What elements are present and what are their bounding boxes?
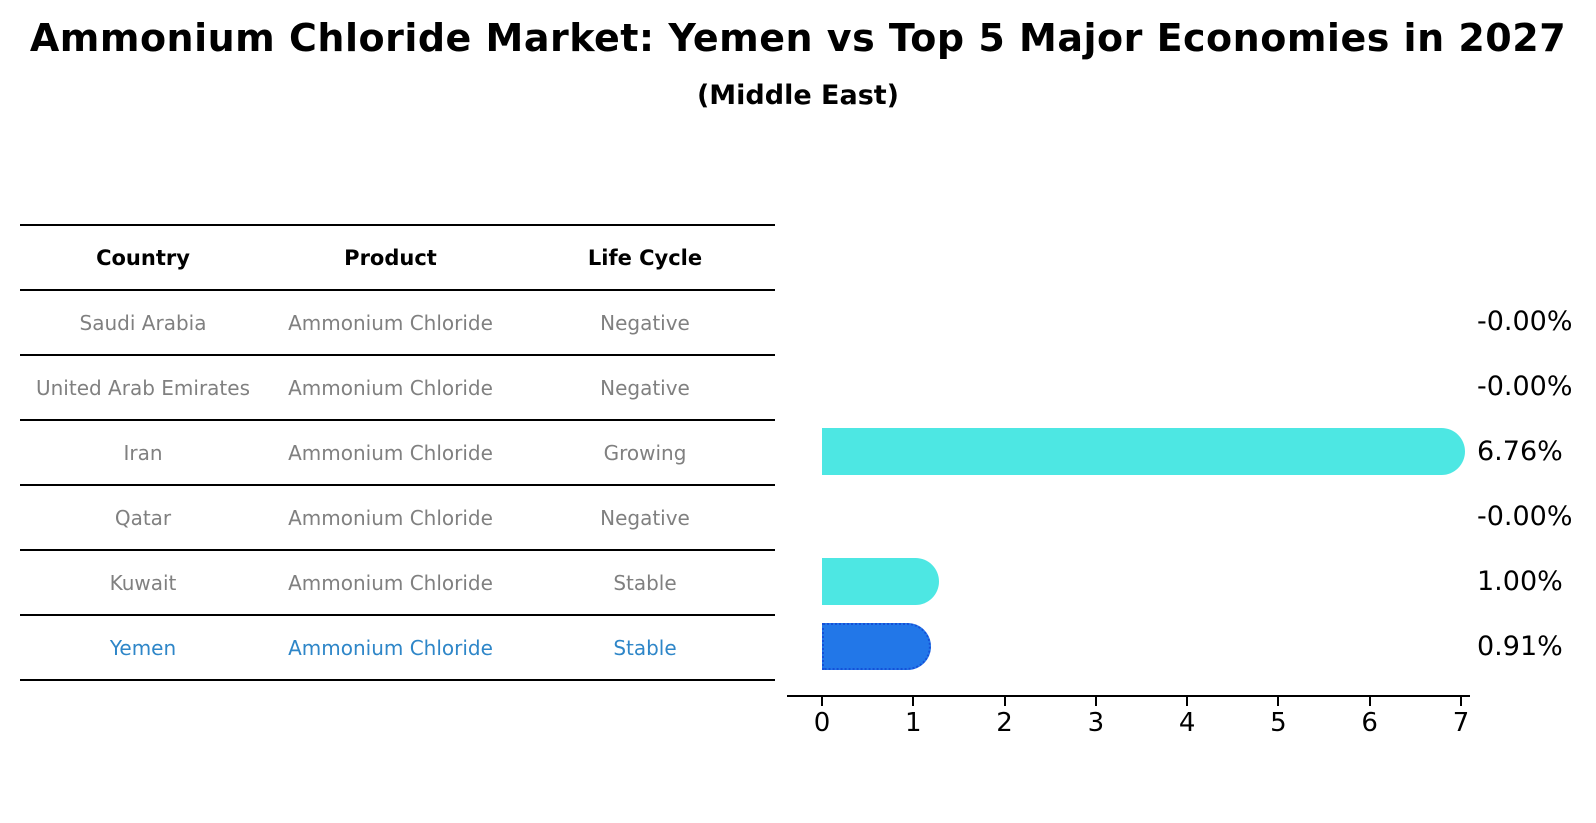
page-subtitle: (Middle East) — [696, 80, 900, 111]
cell-country: Yemen — [109, 635, 177, 660]
x-tick-label-1: 1 — [905, 708, 922, 738]
page-title: Ammonium Chloride Market: Yemen vs Top 5… — [29, 16, 1567, 60]
x-tick-mark-7 — [1460, 697, 1462, 706]
table-row-yemen: Yemen Ammonium Chloride Stable — [20, 614, 775, 679]
table-row-qatar: Qatar Ammonium Chloride Negative — [20, 484, 775, 549]
x-tick-label-7: 7 — [1452, 708, 1470, 738]
x-tick-mark-4 — [1186, 697, 1189, 706]
value-label-kuwait: 1.00% — [1477, 565, 1563, 597]
cell-product: Ammonium Chloride — [288, 375, 493, 400]
x-tick-mark-2 — [1003, 697, 1006, 706]
country-table: Country Product Life Cycle Saudi Arabia … — [20, 224, 775, 681]
cell-country: Kuwait — [109, 570, 177, 595]
x-tick-label-2: 2 — [996, 708, 1013, 738]
x-tick-mark-0 — [821, 697, 823, 706]
value-label-saudi-arabia: -0.00% — [1477, 305, 1573, 337]
x-tick-mark-1 — [912, 697, 915, 706]
x-axis-line — [787, 695, 1470, 697]
cell-country: Iran — [123, 440, 163, 465]
cell-life-cycle: Negative — [600, 505, 690, 530]
cell-product: Ammonium Chloride — [288, 310, 493, 335]
cell-country: Saudi Arabia — [79, 310, 207, 335]
cell-country: United Arab Emirates — [35, 375, 250, 400]
cell-life-cycle: Negative — [600, 310, 690, 335]
cell-product: Ammonium Chloride — [288, 570, 493, 595]
cell-life-cycle: Growing — [603, 440, 687, 465]
table-row-saudi-arabia: Saudi Arabia Ammonium Chloride Negative — [20, 289, 775, 354]
x-tick-label-5: 5 — [1270, 708, 1287, 738]
cell-life-cycle: Stable — [613, 635, 677, 660]
table-row-kuwait: Kuwait Ammonium Chloride Stable — [20, 549, 775, 614]
x-tick-label-4: 4 — [1178, 708, 1196, 738]
cell-life-cycle: Stable — [613, 570, 677, 595]
bar-yemen — [822, 623, 932, 670]
bar-kuwait — [822, 558, 940, 605]
column-header-country: Country — [96, 245, 190, 270]
cell-product: Ammonium Chloride — [288, 440, 493, 465]
cell-life-cycle: Negative — [600, 375, 690, 400]
value-label-united-arab-emirates: -0.00% — [1477, 370, 1573, 402]
cell-product: Ammonium Chloride — [288, 635, 493, 660]
table-row-iran: Iran Ammonium Chloride Growing — [20, 419, 775, 484]
cell-country: Qatar — [114, 505, 172, 530]
table-header-row: Country Product Life Cycle — [20, 224, 775, 289]
x-tick-mark-3 — [1094, 697, 1097, 706]
value-label-qatar: -0.00% — [1477, 500, 1573, 532]
x-tick-mark-6 — [1368, 697, 1371, 706]
bar-iran — [822, 428, 1466, 475]
x-tick-label-3: 3 — [1087, 708, 1105, 738]
column-header-life-cycle: Life Cycle — [587, 245, 703, 270]
x-tick-mark-5 — [1277, 697, 1280, 706]
table-row-uae: United Arab Emirates Ammonium Chloride N… — [20, 354, 775, 419]
value-label-iran: 6.76% — [1477, 435, 1563, 467]
x-tick-label-0: 0 — [813, 708, 831, 738]
value-label-yemen: 0.91% — [1477, 630, 1563, 662]
x-tick-label-6: 6 — [1361, 708, 1378, 738]
column-header-product: Product — [344, 245, 437, 270]
cell-product: Ammonium Chloride — [288, 505, 493, 530]
